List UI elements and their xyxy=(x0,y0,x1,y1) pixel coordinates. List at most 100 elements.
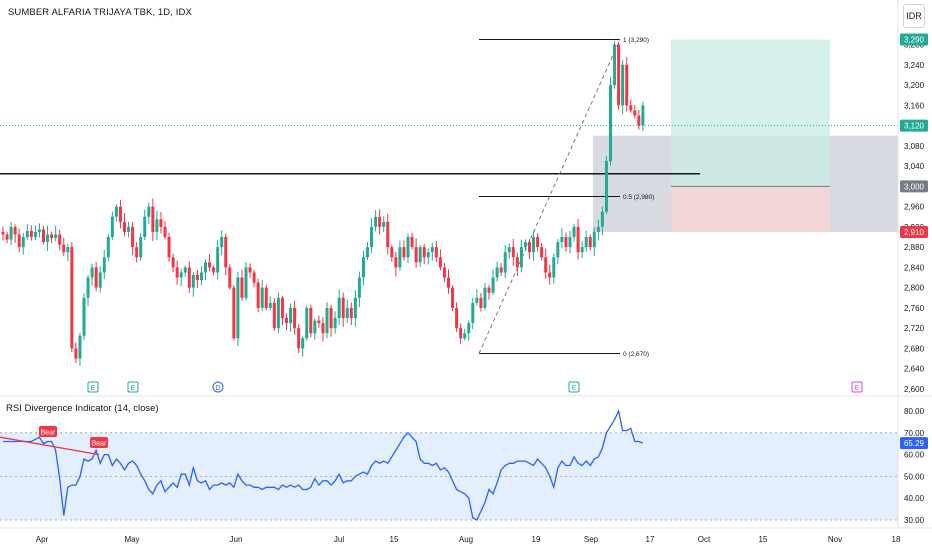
candle-body xyxy=(289,307,293,324)
candle-body xyxy=(576,226,580,253)
time-axis-tick: 17 xyxy=(646,535,655,544)
candle-body xyxy=(199,272,203,281)
candle-body xyxy=(544,257,548,273)
event-marker-label: E xyxy=(572,385,577,392)
time-axis-tick: Jul xyxy=(334,535,344,544)
candle-body xyxy=(596,226,600,232)
price-axis-tick: 2,640 xyxy=(904,365,925,374)
candle-body xyxy=(293,307,297,329)
rsi-band xyxy=(0,432,898,520)
candle-body xyxy=(191,275,195,288)
candle-body xyxy=(216,247,220,273)
event-marker-label: E xyxy=(131,385,136,392)
price-axis-tick: 2,800 xyxy=(904,284,925,293)
fib-level-label: 0.5 (2,980) xyxy=(623,194,654,201)
price-axis-tick: 2,680 xyxy=(904,344,925,353)
candle-body xyxy=(66,247,70,253)
fib-level-label: 1 (3,290) xyxy=(623,37,649,44)
candle-body xyxy=(451,287,455,308)
candle-body xyxy=(54,234,58,239)
candle-body xyxy=(321,323,325,334)
fib-trend-line xyxy=(478,39,621,354)
price-axis-badge xyxy=(900,180,928,193)
candle-body xyxy=(118,206,122,222)
candle-body xyxy=(114,206,118,217)
price-axis-badge-text: 3,120 xyxy=(904,122,925,131)
candle-body xyxy=(418,247,422,263)
price-pane: 1 (3,290) 0.5 (2,980) 0 (2,670) E E D E E xyxy=(0,8,898,398)
price-axis-tick: 3,200 xyxy=(904,81,925,90)
candle-body xyxy=(337,297,341,319)
time-axis-tick: 18 xyxy=(892,535,901,544)
candle-body xyxy=(305,307,309,339)
candle-body xyxy=(532,237,536,253)
candle-body xyxy=(21,237,25,248)
candle-body xyxy=(82,297,86,336)
candle-body xyxy=(633,110,637,116)
candle-body xyxy=(25,230,29,238)
candle-body xyxy=(548,272,552,278)
candle-body xyxy=(17,234,21,248)
candle-body xyxy=(212,267,216,273)
candle-body xyxy=(42,229,45,243)
candle-body xyxy=(641,105,645,126)
candle-body xyxy=(13,226,17,235)
candle-body xyxy=(280,297,284,319)
candle-body xyxy=(491,277,495,293)
candle-body xyxy=(511,247,515,258)
candle-body xyxy=(459,328,463,339)
candle-body xyxy=(604,161,608,212)
candle-body xyxy=(438,257,442,268)
candle-body xyxy=(260,287,264,308)
candle-body xyxy=(422,247,426,258)
price-axis-tick: 2,960 xyxy=(904,203,925,212)
time-axis-tick: 19 xyxy=(532,535,541,544)
candle-body xyxy=(220,237,224,248)
candle-body xyxy=(159,219,163,227)
candle-body xyxy=(471,302,475,324)
candle-body xyxy=(204,262,207,273)
price-axis-tick: 2,880 xyxy=(904,243,925,252)
candle-body xyxy=(131,226,135,248)
candle-body xyxy=(568,237,572,248)
candle-body xyxy=(621,64,625,106)
candle-body xyxy=(345,307,349,319)
candle-body xyxy=(382,221,386,227)
candle-body xyxy=(483,287,487,308)
time-axis-tick: Jun xyxy=(230,535,243,544)
time-axis-tick: Oct xyxy=(698,535,711,544)
candle-body xyxy=(98,272,102,288)
candle-body xyxy=(430,247,434,253)
time-axis-tick: 15 xyxy=(390,535,399,544)
candle-body xyxy=(426,252,430,258)
rsi-line xyxy=(3,408,644,521)
candle-body xyxy=(600,211,604,227)
candle-body xyxy=(244,267,248,298)
rsi-indicator-title[interactable]: RSI Divergence Indicator (14, close) xyxy=(6,403,159,414)
candle-body xyxy=(499,267,503,273)
candle-body xyxy=(479,297,483,308)
candle-body xyxy=(155,219,159,232)
candle-body xyxy=(228,267,232,288)
rsi-current-badge-text: 65.29 xyxy=(904,439,925,448)
candle-body xyxy=(272,302,276,329)
price-axis-tick: 2,840 xyxy=(904,263,925,272)
candle-body xyxy=(564,237,568,248)
candle-body xyxy=(487,287,491,293)
candle-body xyxy=(398,247,402,268)
candle-body xyxy=(467,323,471,334)
candle-body xyxy=(70,247,74,349)
candle-body xyxy=(183,267,187,273)
candle-body xyxy=(455,307,459,329)
candle-body xyxy=(276,297,280,329)
rsi-current-badge xyxy=(900,437,928,450)
currency-button[interactable]: IDR xyxy=(903,4,925,28)
price-axis-tick: 2,760 xyxy=(904,304,925,313)
candle-body xyxy=(519,247,523,268)
candle-body xyxy=(313,320,317,334)
candle-body xyxy=(394,257,398,268)
earnings-marker-icon xyxy=(127,381,139,393)
time-axis-tick: 15 xyxy=(759,535,768,544)
